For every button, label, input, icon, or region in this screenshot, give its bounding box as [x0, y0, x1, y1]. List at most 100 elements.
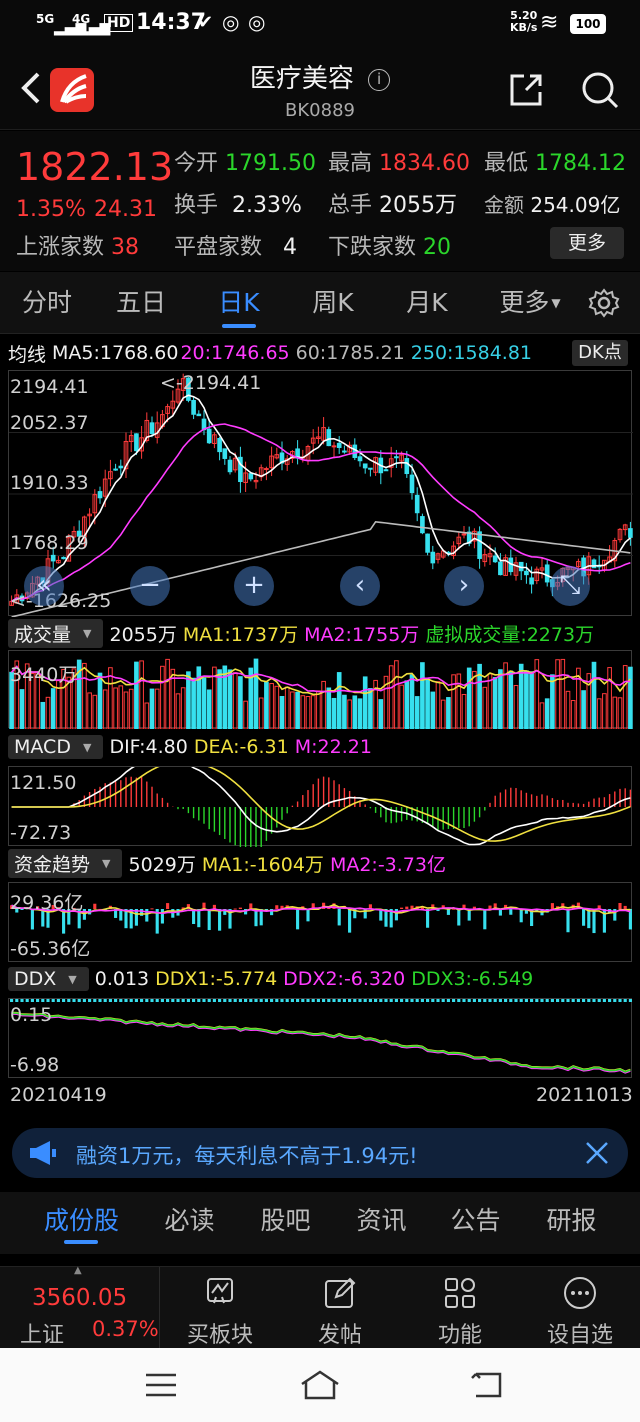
candle-body	[524, 570, 529, 576]
fund-bar	[592, 909, 596, 934]
tab-announcements[interactable]: 公告	[450, 1206, 501, 1235]
ddx-bar	[30, 999, 34, 1002]
candle-body	[71, 531, 77, 538]
ddx-panel[interactable]	[8, 998, 632, 1078]
volume-bar	[357, 698, 363, 729]
macd-panel[interactable]	[8, 766, 632, 847]
ddx-bar	[36, 999, 40, 1002]
ddx-bar	[88, 999, 92, 1002]
candle-body	[269, 455, 274, 469]
tab-daily-k[interactable]: 日K	[194, 272, 284, 334]
volume-bar	[30, 673, 35, 729]
fund-bar	[233, 908, 237, 910]
fund-bar	[431, 904, 435, 909]
volume-selector[interactable]: 成交量 ▼	[8, 618, 104, 648]
volume-bar	[628, 666, 633, 729]
last-price: 1822.13	[16, 145, 174, 189]
volume-bar	[576, 667, 581, 729]
tab-must-read[interactable]: 必读	[164, 1206, 215, 1235]
tab-constituents[interactable]: 成份股	[34, 1192, 129, 1254]
buy-board-button[interactable]: 买板块	[160, 1267, 280, 1349]
price-tick-2: 2052.37	[10, 412, 89, 434]
functions-button[interactable]: 功能	[400, 1267, 520, 1349]
fund-bar	[519, 909, 523, 923]
fund-selector[interactable]: 资金趋势 ▼	[8, 848, 123, 878]
tab-more[interactable]: 更多 ▼	[499, 288, 561, 317]
settings-gear-icon[interactable]	[588, 287, 620, 319]
info-icon[interactable]: i	[368, 69, 391, 91]
fund-bar	[56, 907, 60, 909]
fund-bar	[524, 909, 528, 914]
search-icon[interactable]	[580, 70, 620, 110]
ma5-value: MA5:1768.60	[52, 342, 179, 364]
volume-bar	[144, 702, 150, 729]
kline-tabs: 分时 五日 日K 周K 月K 更多 ▼	[0, 272, 640, 334]
candle-body	[456, 536, 462, 545]
fund-bar	[358, 908, 362, 910]
tab-monthly-k[interactable]: 月K	[406, 288, 448, 317]
ddx-bar	[618, 999, 622, 1002]
scroll-left-icon[interactable]: ‹	[340, 566, 380, 606]
volume-bar	[123, 691, 129, 729]
zoom-out-icon[interactable]: −	[130, 566, 170, 606]
fund-bar	[426, 909, 430, 928]
tab-research[interactable]: 研报	[546, 1206, 597, 1235]
volume-bar	[596, 698, 602, 729]
fund-bar	[493, 903, 497, 909]
candle-body	[435, 553, 441, 560]
tab-weekly-k[interactable]: 周K	[312, 288, 354, 317]
fund-bar	[166, 903, 170, 909]
share-icon[interactable]	[506, 70, 546, 110]
candle-body	[310, 437, 316, 444]
volume-bar	[425, 679, 430, 729]
zoom-in-icon[interactable]: +	[234, 566, 274, 606]
ddx-bar	[514, 999, 518, 1002]
ddx1-value: DDX1:-5.774	[155, 968, 278, 990]
ddx-selector[interactable]: DDX ▼	[8, 967, 89, 991]
more-button[interactable]: 更多	[550, 227, 624, 259]
fullscreen-icon[interactable]: ⤡	[550, 566, 590, 606]
fund-bar	[10, 905, 14, 909]
volume-chart	[9, 658, 633, 729]
back-nav-icon[interactable]	[470, 1370, 504, 1400]
fund-bar	[30, 909, 34, 930]
ddx-bar	[150, 999, 154, 1002]
volume-bar	[222, 665, 228, 729]
add-watchlist-button[interactable]: 设自选	[520, 1267, 640, 1349]
volume-bar	[518, 663, 524, 729]
scroll-right-icon[interactable]: ›	[444, 566, 484, 606]
macd-selector[interactable]: MACD ▼	[8, 735, 104, 759]
promo-banner[interactable]: 融资1万元，每天利息不高于1.94元!	[12, 1128, 628, 1178]
tab-five-day[interactable]: 五日	[115, 288, 166, 317]
fund-bar	[228, 909, 232, 929]
tab-intraday[interactable]: 分时	[21, 288, 72, 317]
ddx-bar	[264, 999, 268, 1002]
volume-bar	[570, 700, 576, 729]
candle-body	[253, 479, 259, 483]
post-button[interactable]: 发帖	[280, 1267, 400, 1349]
index-ticker[interactable]: ▲ 3560.05 上证 0.37%	[0, 1265, 160, 1349]
volume-panel[interactable]	[8, 650, 633, 729]
ddx-bar	[207, 999, 211, 1002]
ddx-bar	[410, 999, 414, 1002]
volume-ma2-line	[11, 665, 631, 693]
scroll-left-fast-icon[interactable]: «	[24, 566, 64, 606]
ddx-bar	[358, 999, 362, 1002]
menu-icon[interactable]	[144, 1372, 178, 1398]
ma-label: 均线	[8, 343, 47, 366]
dk-button[interactable]: DK点	[572, 340, 628, 366]
ddx-bar	[628, 999, 632, 1002]
kline-panel[interactable]	[8, 370, 633, 617]
ddx-bar	[498, 999, 502, 1002]
fund-panel[interactable]	[8, 882, 632, 962]
up-count-field: 上涨家数 38	[16, 235, 140, 260]
home-icon[interactable]	[298, 1368, 342, 1402]
candle-body	[617, 528, 623, 541]
macd-dea-line	[11, 767, 631, 842]
back-icon[interactable]	[16, 68, 46, 108]
close-icon[interactable]	[584, 1140, 610, 1166]
tab-news[interactable]: 资讯	[356, 1206, 407, 1235]
ddx-bar	[249, 999, 253, 1002]
volume-bar	[404, 680, 410, 729]
tab-forum[interactable]: 股吧	[260, 1206, 311, 1235]
